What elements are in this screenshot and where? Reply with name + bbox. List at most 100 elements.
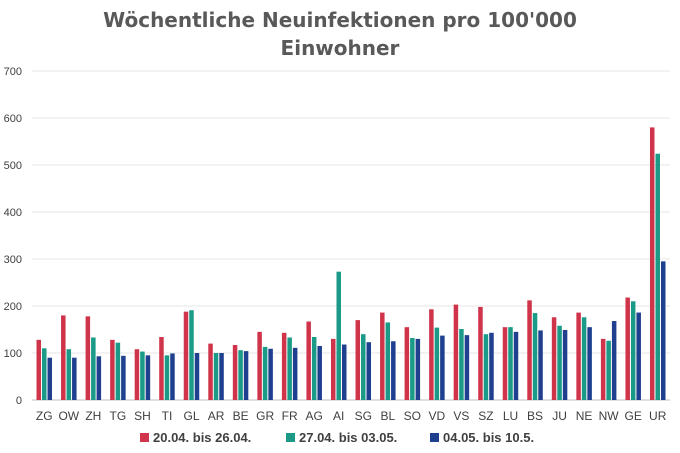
bar-ge-series-3 bbox=[636, 312, 641, 400]
bar-tg-series-2 bbox=[115, 342, 121, 400]
y-axis-tick-labels: 0 100 200 300 400 500 600 700 bbox=[4, 66, 22, 407]
bar-ow-series-3 bbox=[72, 357, 77, 400]
bar-vs-series-1 bbox=[453, 304, 459, 400]
bar-lu-series-3 bbox=[513, 331, 519, 400]
bar-ne-series-1 bbox=[576, 312, 581, 400]
bar-gr-series-3 bbox=[268, 348, 273, 400]
x-category-label: SO bbox=[404, 409, 421, 423]
x-category-label: GL bbox=[183, 409, 199, 423]
bar-sz-series-1 bbox=[478, 306, 483, 400]
bar-vs-series-2 bbox=[459, 329, 464, 400]
bar-zg-series-1 bbox=[36, 339, 42, 400]
bar-ur-series-2 bbox=[655, 153, 660, 400]
x-category-label: SZ bbox=[478, 409, 493, 423]
x-category-label: NW bbox=[599, 409, 620, 423]
bar-so-series-1 bbox=[404, 327, 410, 400]
bar-ne-series-3 bbox=[587, 327, 592, 400]
bar-sz-series-2 bbox=[483, 334, 489, 400]
bar-bs-series-2 bbox=[532, 313, 538, 400]
bar-sh-series-1 bbox=[134, 349, 140, 400]
x-category-label: AG bbox=[306, 409, 323, 423]
bars bbox=[36, 127, 666, 401]
bar-vd-series-3 bbox=[440, 335, 445, 400]
legend-swatch-series-2 bbox=[286, 433, 295, 442]
bar-zg-series-2 bbox=[42, 348, 47, 400]
bar-be-series-3 bbox=[243, 351, 249, 400]
bar-ar-series-1 bbox=[208, 343, 213, 400]
bar-ar-series-2 bbox=[213, 353, 219, 400]
x-category-label: BE bbox=[233, 409, 249, 423]
x-category-label: LU bbox=[503, 409, 518, 423]
bar-lu-series-1 bbox=[502, 327, 508, 400]
bar-sg-series-1 bbox=[355, 320, 361, 400]
bar-so-series-2 bbox=[410, 337, 415, 400]
x-category-label: GE bbox=[625, 409, 642, 423]
x-category-label: OW bbox=[58, 409, 79, 423]
x-category-label: VS bbox=[453, 409, 469, 423]
bar-ur-series-3 bbox=[660, 261, 666, 400]
y-tick-label: 200 bbox=[4, 301, 22, 313]
bar-sh-series-3 bbox=[145, 355, 151, 400]
bar-gl-series-1 bbox=[183, 311, 189, 400]
legend-label-series-1: 20.04. bis 26.04. bbox=[153, 430, 251, 445]
x-category-label: BL bbox=[380, 409, 395, 423]
x-category-label: BS bbox=[527, 409, 543, 423]
bar-fr-series-1 bbox=[281, 332, 287, 400]
y-tick-label: 100 bbox=[4, 348, 22, 360]
y-tick-label: 500 bbox=[4, 160, 22, 172]
bar-ne-series-2 bbox=[581, 317, 587, 400]
bar-nw-series-3 bbox=[611, 321, 617, 400]
bar-vd-series-2 bbox=[434, 327, 440, 400]
bar-fr-series-2 bbox=[287, 337, 292, 400]
x-category-label: GR bbox=[256, 409, 274, 423]
legend-swatch-series-1 bbox=[140, 433, 149, 442]
bar-ag-series-1 bbox=[306, 321, 311, 400]
x-category-label: SG bbox=[355, 409, 372, 423]
x-category-label: FR bbox=[282, 409, 298, 423]
bar-ju-series-1 bbox=[551, 317, 557, 400]
bar-ur-series-1 bbox=[649, 127, 655, 401]
bar-bl-series-1 bbox=[380, 312, 385, 400]
bar-sg-series-3 bbox=[366, 342, 372, 400]
bar-zh-series-3 bbox=[96, 356, 102, 400]
bar-bl-series-3 bbox=[391, 341, 396, 400]
x-category-label: JU bbox=[552, 409, 567, 423]
bar-ag-series-3 bbox=[317, 345, 322, 400]
bar-ai-series-1 bbox=[330, 338, 336, 400]
bar-ju-series-2 bbox=[557, 325, 562, 400]
bar-bl-series-2 bbox=[385, 322, 391, 400]
bar-zh-series-2 bbox=[91, 337, 96, 400]
legend-label-series-2: 27.04. bis 03.05. bbox=[299, 430, 397, 445]
y-tick-label: 0 bbox=[16, 395, 22, 407]
bar-gl-series-2 bbox=[189, 310, 194, 400]
bar-gr-series-2 bbox=[262, 346, 268, 400]
y-tick-label: 600 bbox=[4, 113, 22, 125]
legend-label-series-3: 04.05. bis 10.5. bbox=[443, 430, 534, 445]
bar-sg-series-2 bbox=[361, 334, 366, 400]
x-category-label: ZH bbox=[85, 409, 101, 423]
x-category-label: TG bbox=[110, 409, 127, 423]
bar-ge-series-2 bbox=[630, 301, 636, 400]
bar-ai-series-3 bbox=[341, 344, 347, 400]
bar-lu-series-2 bbox=[508, 327, 513, 400]
x-category-label: SH bbox=[134, 409, 151, 423]
bar-ow-series-2 bbox=[66, 349, 72, 400]
y-tick-label: 400 bbox=[4, 207, 22, 219]
bar-ti-series-2 bbox=[164, 355, 170, 400]
chart-title-line2: Einwohner bbox=[281, 36, 400, 60]
x-category-label: TI bbox=[162, 409, 173, 423]
bar-sz-series-3 bbox=[489, 332, 494, 400]
bar-ge-series-1 bbox=[625, 297, 630, 400]
bar-ju-series-3 bbox=[562, 329, 568, 400]
bar-ow-series-1 bbox=[61, 315, 66, 400]
y-tick-label: 300 bbox=[4, 254, 22, 266]
y-tick-label: 700 bbox=[4, 66, 22, 78]
x-category-label: ZG bbox=[36, 409, 53, 423]
bar-be-series-1 bbox=[232, 345, 238, 400]
chart-title-line1: Wöchentliche Neuinfektionen pro 100'000 bbox=[103, 8, 577, 32]
bar-so-series-3 bbox=[415, 338, 421, 400]
bar-vd-series-1 bbox=[429, 309, 434, 400]
bar-ti-series-1 bbox=[159, 337, 164, 400]
